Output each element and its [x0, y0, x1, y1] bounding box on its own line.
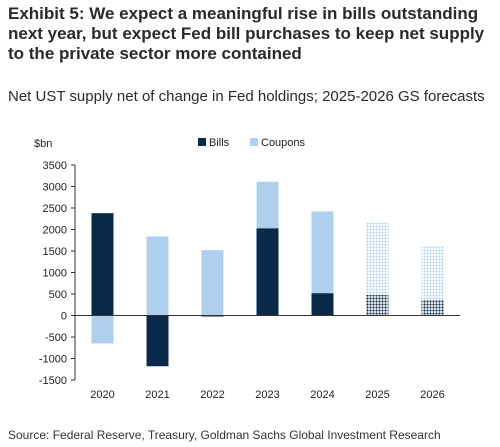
y-tick-label: 2000 — [43, 225, 67, 237]
y-tick-label: 1000 — [43, 268, 67, 280]
x-tick-label-2022: 2022 — [200, 389, 224, 401]
y-tick-label: 3000 — [43, 182, 67, 194]
x-tick-label-2023: 2023 — [255, 389, 279, 401]
x-tick-label-2020: 2020 — [90, 389, 114, 401]
legend: Bills Coupons — [198, 137, 306, 149]
chart-subtitle: Net UST supply net of change in Fed hold… — [8, 88, 485, 105]
y-tick-label: 2500 — [43, 203, 67, 215]
bar-coupons-2023 — [256, 181, 279, 229]
y-tick-label: -1500 — [39, 375, 67, 387]
bars — [75, 181, 460, 367]
y-tick-label: 1500 — [43, 246, 67, 258]
bar-bills-2024 — [311, 293, 334, 316]
bar-chart: $bn Bills Coupons 3500 3000 2500 2000 1500 100… — [34, 137, 460, 401]
y-tick-label: -500 — [45, 332, 67, 344]
bar-coupons-2025 — [366, 222, 389, 295]
x-tick-label-2025: 2025 — [365, 389, 389, 401]
x-axis: 2020 2021 2022 2023 2024 2025 2026 — [90, 389, 444, 401]
y-tick-label: -1000 — [39, 354, 67, 366]
y-axis: 3500 3000 2500 2000 1500 1000 500 0 -500 -1000 -15… — [39, 160, 76, 387]
bar-coupons-2024 — [311, 211, 334, 294]
bar-bills-2025 — [366, 294, 389, 316]
bar-coupons-2022 — [201, 250, 224, 316]
bar-coupons-2020 — [91, 315, 114, 344]
legend-label-bills: Bills — [209, 137, 230, 149]
bar-bills-2026 — [421, 300, 444, 316]
bar-coupons-2021 — [146, 236, 169, 316]
x-tick-label-2026: 2026 — [420, 389, 444, 401]
y-axis-unit-label: $bn — [34, 138, 52, 150]
bar-bills-2021 — [146, 315, 169, 367]
bar-coupons-2026 — [421, 245, 444, 301]
chart-title: Exhibit 5: We expect a meaningful rise i… — [8, 4, 485, 63]
legend-label-coupons: Coupons — [261, 137, 306, 149]
y-tick-label: 0 — [61, 311, 67, 323]
bar-bills-2020 — [91, 213, 114, 316]
x-tick-label-2021: 2021 — [145, 389, 169, 401]
bar-bills-2023 — [256, 228, 279, 316]
source-note: Source: Federal Reserve, Treasury, Goldm… — [8, 428, 441, 442]
legend-swatch-bills — [198, 138, 206, 146]
x-tick-label-2024: 2024 — [310, 389, 334, 401]
legend-swatch-coupons — [250, 138, 258, 146]
y-tick-label: 500 — [49, 289, 67, 301]
y-tick-label: 3500 — [43, 160, 67, 172]
